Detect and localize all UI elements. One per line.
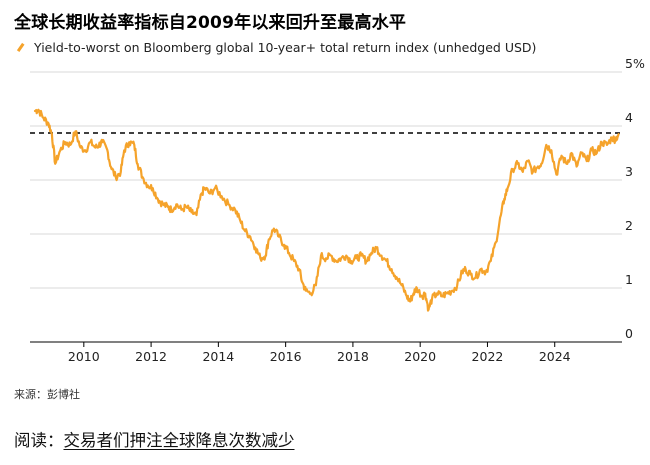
y-tick-label: 4 (625, 110, 633, 125)
read-more: 阅读：交易者们押注全球降息次数减少 (14, 427, 295, 451)
legend-label: Yield-to-worst on Bloomberg global 10-ye… (34, 40, 537, 55)
series-group (33, 108, 620, 312)
x-tick-label: 2022 (472, 349, 504, 364)
y-tick-label: 5% (625, 56, 645, 71)
x-tick-label: 2010 (68, 349, 100, 364)
x-tick-label: 2018 (337, 349, 369, 364)
x-tick-label: 2014 (202, 349, 234, 364)
chart-title: 全球长期收益率指标自2009年以来回升至最高水平 (14, 13, 407, 33)
x-tick-label: 2024 (539, 349, 571, 364)
y-tick-label: 3 (625, 164, 633, 179)
read-more-prefix: 阅读： (14, 431, 64, 450)
x-tick-label: 2016 (270, 349, 302, 364)
grid-lines (30, 71, 622, 289)
x-axis: 2010 2012 2014 2016 2018 2020 2022 2024 (30, 341, 622, 364)
x-tick-label: 2012 (135, 349, 167, 364)
y-axis-ticks: 0 1 2 3 4 5% (625, 56, 645, 341)
series-line (33, 108, 620, 312)
y-tick-label: 2 (625, 218, 633, 233)
y-tick-label: 0 (625, 326, 633, 341)
legend: Yield-to-worst on Bloomberg global 10-ye… (14, 40, 536, 55)
read-more-link[interactable]: 交易者们押注全球降息次数减少 (63, 431, 295, 450)
y-tick-label: 1 (625, 272, 633, 287)
x-tick-label: 2020 (404, 349, 436, 364)
source-note: 来源：彭博社 (14, 388, 80, 401)
